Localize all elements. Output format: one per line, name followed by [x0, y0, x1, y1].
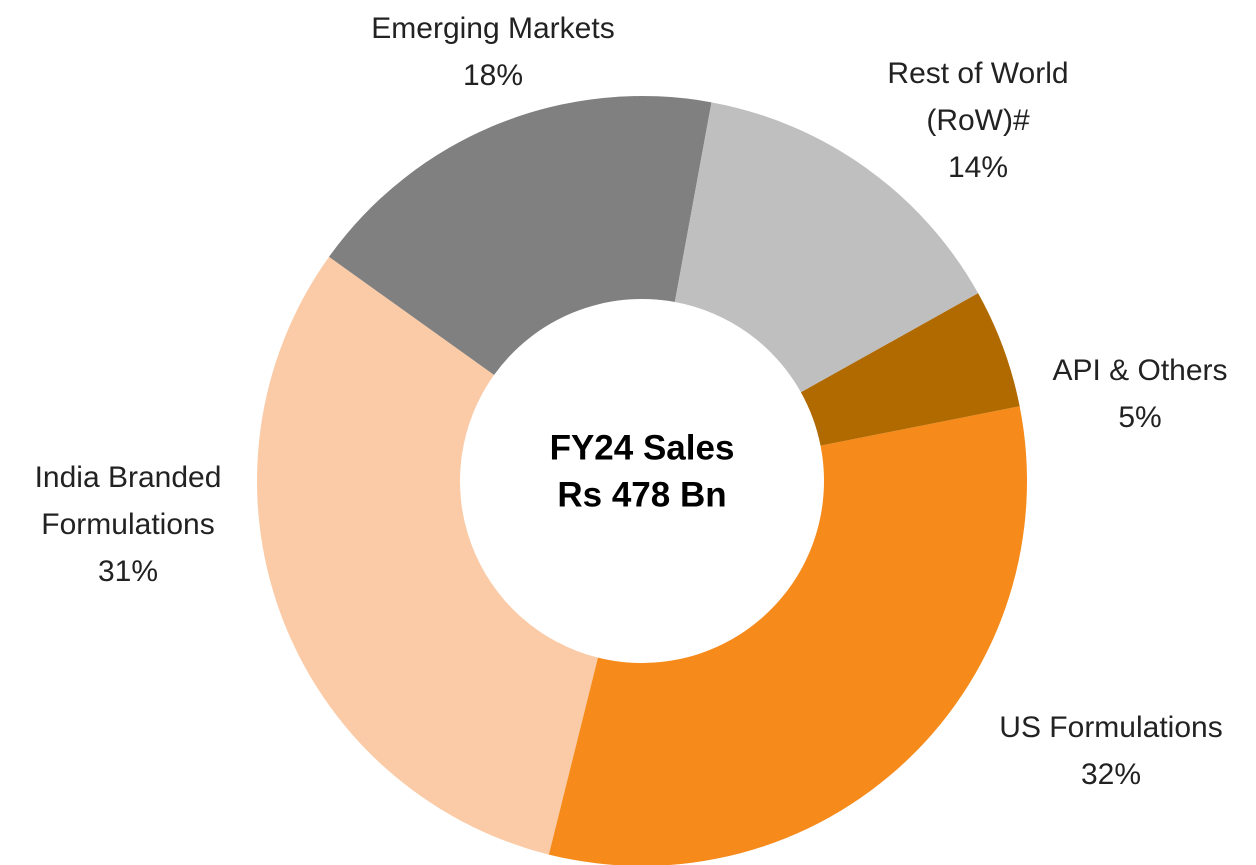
donut-slice	[548, 406, 1027, 865]
slice-label: Rest of World (RoW)# 14%	[858, 50, 1098, 191]
donut-slice	[800, 293, 1020, 446]
category-label: API & Others	[1052, 354, 1228, 387]
value-label: 31%	[97, 555, 159, 588]
donut-slice	[328, 96, 712, 376]
category-label: Rest of World (RoW)#	[887, 57, 1069, 137]
category-label: Emerging Markets	[371, 12, 615, 45]
center-label: FY24 Sales	[550, 428, 735, 467]
slice-label: India Branded Formulations 31%	[0, 454, 256, 595]
center-label: Rs 478 Bn	[557, 475, 726, 514]
value-label: 18%	[462, 59, 524, 92]
slice-label: US Formulations 32%	[986, 704, 1236, 798]
category-label: US Formulations	[999, 711, 1223, 744]
slice-label: Emerging Markets 18%	[343, 5, 643, 99]
category-label: India Branded Formulations	[34, 461, 222, 541]
donut-slice	[256, 256, 598, 855]
donut-slice	[674, 102, 979, 393]
value-label: 14%	[947, 151, 1009, 184]
slice-label: API & Others 5%	[1040, 347, 1240, 441]
value-label: 32%	[1080, 758, 1142, 791]
value-label: 5%	[1118, 401, 1162, 434]
